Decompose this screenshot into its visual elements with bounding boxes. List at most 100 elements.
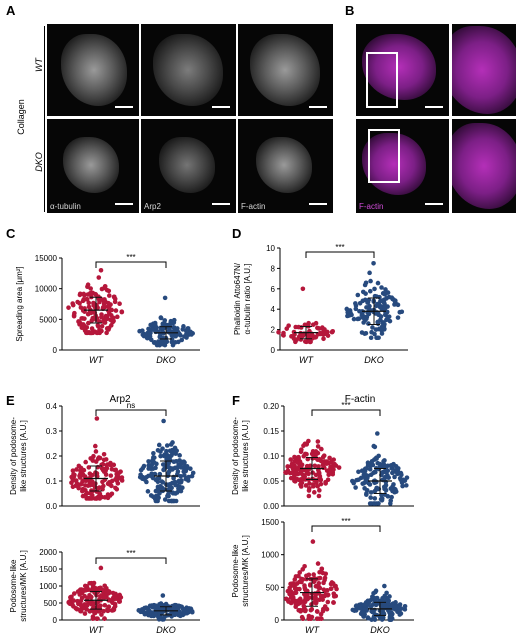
data-point: [169, 453, 174, 458]
data-point: [385, 600, 391, 606]
data-point: [101, 451, 107, 457]
data-point: [99, 323, 105, 329]
data-point: [315, 561, 321, 566]
data-point: [309, 602, 314, 607]
data-point: [153, 498, 159, 504]
data-point: [78, 465, 84, 471]
data-point: [301, 603, 307, 609]
y-axis-label: Podosome-like: [9, 559, 18, 612]
data-point: [170, 341, 176, 346]
data-point: [97, 299, 102, 305]
data-point: [295, 465, 300, 471]
data-point: [98, 603, 103, 609]
data-point: [353, 306, 359, 312]
data-point: [366, 480, 371, 486]
data-point: [188, 329, 194, 335]
data-point: [302, 599, 308, 605]
data-point: [74, 467, 79, 472]
data-point: [108, 598, 114, 604]
data-point: [306, 493, 312, 499]
micrograph-b-dko-overview: F-actin: [356, 119, 449, 213]
data-point: [98, 585, 103, 591]
data-point: [160, 341, 166, 347]
y-tick-label: 1000: [261, 551, 279, 560]
data-point: [311, 484, 316, 489]
data-point: [88, 456, 93, 461]
data-point: [300, 577, 306, 582]
data-point: [106, 607, 112, 613]
panel-letter-f: F: [232, 393, 240, 408]
micrograph-wt-factin: [238, 24, 333, 116]
data-point: [146, 466, 151, 471]
data-point: [84, 296, 90, 302]
data-point: [397, 475, 403, 481]
scale-bar: [425, 203, 443, 205]
data-point: [161, 418, 166, 424]
data-point: [395, 302, 401, 308]
data-point: [367, 501, 373, 506]
data-point: [108, 462, 114, 468]
data-point: [164, 448, 169, 454]
scale-bar: [212, 106, 230, 108]
data-point: [372, 293, 378, 299]
y-tick-label: 0.10: [263, 452, 279, 461]
roi-box: [368, 129, 400, 183]
data-point: [387, 318, 393, 324]
data-point: [157, 613, 163, 618]
data-point: [292, 478, 297, 484]
data-point: [372, 286, 377, 292]
data-point: [307, 464, 312, 469]
data-point: [66, 305, 71, 310]
data-point: [276, 329, 281, 335]
plot-title-factin: F-actin: [344, 394, 376, 405]
data-point: [367, 288, 373, 294]
data-point: [387, 614, 393, 620]
data-point: [184, 475, 190, 481]
scale-bar: [309, 203, 327, 205]
data-point: [70, 302, 76, 308]
x-tick-label: WT: [89, 355, 104, 365]
data-point: [373, 327, 379, 332]
data-point: [293, 574, 299, 579]
data-point: [160, 329, 166, 335]
data-point: [157, 603, 163, 609]
data-point: [101, 301, 107, 307]
data-point: [118, 595, 124, 600]
data-point: [315, 444, 321, 449]
data-point: [89, 326, 95, 331]
data-point: [162, 318, 168, 323]
data-point: [331, 467, 336, 472]
data-point: [290, 583, 296, 588]
data-point: [148, 493, 154, 498]
data-point: [164, 443, 170, 448]
data-point: [296, 456, 301, 461]
data-point: [90, 616, 96, 621]
panel-letter-e: E: [6, 393, 15, 408]
data-point: [390, 488, 395, 494]
data-point: [388, 605, 393, 611]
data-point: [319, 446, 324, 452]
data-point: [113, 308, 119, 313]
row-label-wt: WT: [34, 58, 44, 72]
data-point: [173, 482, 178, 488]
data-point: [298, 337, 304, 342]
data-point: [325, 599, 331, 605]
data-point: [319, 566, 325, 572]
data-point: [168, 481, 173, 487]
significance-bracket: [305, 251, 375, 258]
micrograph-dko-arp2: Arp2: [141, 119, 236, 213]
data-point: [102, 285, 107, 291]
data-point: [307, 481, 312, 486]
data-point: [386, 314, 392, 319]
data-point: [294, 337, 300, 342]
data-point: [388, 463, 394, 468]
data-point: [379, 331, 385, 336]
data-point: [397, 608, 402, 614]
data-point: [297, 579, 302, 585]
data-point: [144, 335, 150, 341]
data-point: [395, 471, 400, 477]
data-point: [102, 595, 107, 600]
data-point: [95, 324, 101, 329]
data-point: [382, 458, 387, 463]
y-axis-label: Podosome-like: [231, 544, 240, 597]
